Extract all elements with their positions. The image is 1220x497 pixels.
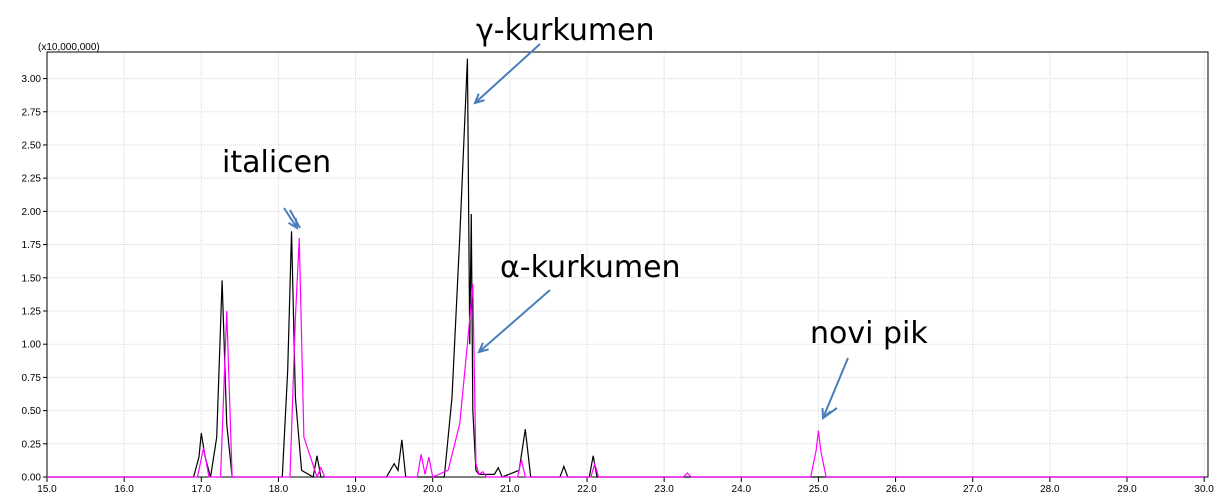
y-tick-label: 1.50 <box>22 273 42 284</box>
arrow <box>822 357 849 419</box>
x-tick-label: 24.0 <box>732 484 752 495</box>
x-tick-label: 28.0 <box>1040 484 1060 495</box>
annotation: italicen <box>222 145 331 180</box>
arrow-head <box>821 407 832 421</box>
arrow <box>474 43 541 104</box>
x-tick-label: 26.0 <box>886 484 906 495</box>
x-tick-label: 30.0 <box>1194 484 1214 495</box>
y-tick-label: 0.50 <box>22 406 42 417</box>
x-tick-label: 29.0 <box>1117 484 1137 495</box>
annotation: α-kurkumen <box>500 250 681 285</box>
x-tick-label: 18.0 <box>269 484 289 495</box>
y-tick-label: 2.75 <box>22 107 42 118</box>
x-tick-label: 25.0 <box>809 484 829 495</box>
x-tick-label: 19.0 <box>346 484 366 495</box>
x-tick-label: 15.0 <box>37 484 57 495</box>
y-tick-label: 2.25 <box>22 174 42 185</box>
arrow-head <box>477 342 489 354</box>
x-tick-label: 22.0 <box>577 484 597 495</box>
y-tick-label: 0.00 <box>22 473 42 484</box>
x-tick-label: 16.0 <box>114 484 134 495</box>
x-tick-label: 27.0 <box>963 484 983 495</box>
chromatogram-line <box>47 237 1205 479</box>
annotation: γ-kurkumen <box>476 13 655 48</box>
y-tick-label: 2.00 <box>22 207 42 218</box>
y-tick-label: 1.75 <box>22 240 42 251</box>
x-tick-label: 20.0 <box>423 484 443 495</box>
arrow-head <box>473 93 485 105</box>
y-tick-label: 0.75 <box>22 373 42 384</box>
y-tick-label: 1.25 <box>22 306 42 317</box>
x-tick-label: 23.0 <box>654 484 674 495</box>
y-tick-label: 0.25 <box>22 439 42 450</box>
y-tick-label: 1.00 <box>22 340 42 351</box>
arrow <box>283 207 298 229</box>
x-tick-label: 17.0 <box>192 484 212 495</box>
x-tick-label: 21.0 <box>500 484 520 495</box>
y-multiplier: (x10,000,000) <box>38 42 100 53</box>
y-tick-label: 2.50 <box>22 140 42 151</box>
arrow-head <box>287 217 299 230</box>
arrow <box>478 289 551 353</box>
annotation: novi pik <box>810 316 928 351</box>
y-tick-label: 3.00 <box>22 74 42 85</box>
